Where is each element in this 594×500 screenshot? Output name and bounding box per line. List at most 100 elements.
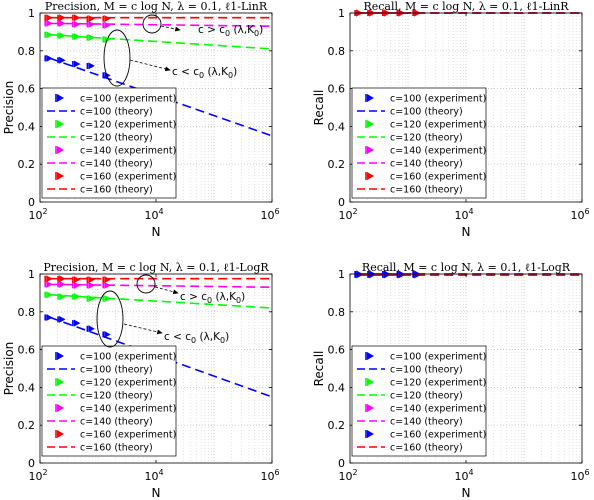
legend-entry: c=140 (experiment): [80, 404, 176, 415]
series-point: [59, 19, 66, 27]
legend-entry: c=120 (experiment): [390, 378, 486, 389]
series-point: [88, 62, 95, 70]
legend-swatch-point: [57, 430, 64, 438]
legend-swatch-point: [57, 146, 64, 154]
x-tick-exponent: 6: [584, 207, 589, 216]
series-theory-line: [50, 33, 273, 50]
legend-swatch-point: [57, 404, 64, 412]
legend-swatch-point: [367, 94, 374, 102]
annotation-main: c < c: [164, 331, 191, 343]
legend-swatch-point: [367, 352, 374, 360]
y-tick-label: 0.8: [328, 306, 346, 319]
x-tick-base: 10: [338, 470, 352, 483]
y-axis-label: Precision: [2, 81, 16, 135]
legend-entry: c=120 (theory): [80, 133, 153, 144]
y-axis-label: Recall: [312, 90, 326, 126]
series-point: [88, 34, 95, 42]
x-tick-exponent: 2: [352, 207, 357, 216]
series-point: [104, 330, 111, 338]
series-point: [73, 20, 81, 28]
legend-entry: c=160 (experiment): [80, 172, 176, 183]
series-point: [46, 19, 53, 27]
annotation-sub2: 0: [236, 296, 241, 305]
series-point: [88, 295, 95, 303]
x-tick-exponent: 6: [274, 468, 279, 477]
y-tick-label: 1: [28, 7, 35, 20]
legend-entry: c=120 (experiment): [80, 378, 176, 389]
x-tick-base: 10: [260, 209, 274, 222]
annotation-arrow: [129, 59, 171, 72]
y-tick-label: 1: [338, 268, 345, 281]
y-tick-label: 0.6: [328, 344, 346, 357]
legend-entry: c=100 (experiment): [390, 352, 486, 363]
y-tick-label: 0.2: [328, 158, 346, 171]
x-tick-label: 104: [144, 468, 163, 483]
x-tick-label: 104: [144, 207, 163, 222]
annotation-sub: 0: [199, 71, 204, 80]
legend-entry: c=100 (theory): [390, 107, 463, 118]
legend-swatch-point: [367, 146, 374, 154]
series-point: [46, 313, 53, 321]
y-tick-label: 0.6: [328, 83, 346, 96]
annotation-end: ): [259, 24, 263, 36]
series-point: [73, 319, 81, 327]
series-point: [46, 275, 53, 283]
series-point: [59, 275, 66, 283]
annotation-ellipse: [96, 290, 124, 348]
x-tick-label: 106: [260, 468, 279, 483]
series-point: [59, 280, 66, 288]
chart-title: Precision, M = c log N, λ = 0.1, ℓ1-LinR: [45, 0, 268, 13]
annotation-arrow: [154, 286, 179, 295]
annotation-label: c < c0 (λ,K0): [164, 331, 229, 345]
annotation-label: c < c0 (λ,K0): [172, 66, 237, 80]
x-tick-exponent: 2: [42, 468, 47, 477]
x-tick-label: 102: [338, 207, 357, 222]
legend-swatch-point: [367, 172, 374, 180]
series-point: [59, 14, 66, 22]
legend-entry: c=160 (theory): [80, 185, 153, 196]
legend-entry: c=140 (theory): [390, 417, 463, 428]
legend-swatch-point: [57, 172, 64, 180]
x-tick-base: 10: [28, 470, 42, 483]
legend-box: [41, 87, 177, 199]
legend-entry: c=120 (experiment): [390, 120, 486, 131]
x-tick-exponent: 4: [158, 468, 163, 477]
y-tick-label: 0: [338, 457, 345, 470]
x-tick-base: 10: [144, 209, 158, 222]
annotation-ellipse: [136, 274, 156, 294]
x-tick-label: 104: [454, 468, 473, 483]
legend-entry: c=100 (theory): [80, 365, 153, 376]
y-tick-label: 0: [338, 196, 345, 209]
y-tick-label: 0.2: [18, 158, 36, 171]
legend-entry: c=140 (theory): [390, 159, 463, 170]
legend: c=100 (experiment) c=100 (theory) c=120 (e…: [351, 87, 487, 199]
x-tick-exponent: 4: [468, 468, 473, 477]
x-tick-exponent: 4: [468, 207, 473, 216]
legend-swatch-point: [367, 120, 374, 128]
series-point: [88, 15, 95, 23]
x-tick-exponent: 2: [352, 468, 357, 477]
series-theory-line: [50, 22, 273, 28]
legend-swatch-point: [57, 120, 64, 128]
x-tick-base: 10: [454, 470, 468, 483]
series-point: [88, 325, 95, 333]
annotation-end: ): [233, 66, 237, 78]
legend-entry: c=140 (experiment): [80, 146, 176, 157]
series-point: [73, 281, 81, 289]
legend-box: [41, 345, 177, 457]
y-tick-label: 0: [28, 196, 35, 209]
x-axis-label: N: [462, 486, 471, 500]
series-point: [73, 60, 81, 68]
chart-title: Recall, M = c log N, λ = 0.1, ℓ1-LinR: [363, 0, 569, 13]
legend-entry: c=160 (theory): [80, 443, 153, 454]
series-point: [88, 281, 95, 289]
legend-swatch-point: [57, 378, 64, 386]
annotation-label: c > c0 (λ,K0): [198, 24, 263, 38]
x-tick-base: 10: [338, 209, 352, 222]
legend-entry: c=160 (theory): [390, 443, 463, 454]
x-tick-base: 10: [260, 470, 274, 483]
annotation-main: c < c: [172, 66, 199, 78]
